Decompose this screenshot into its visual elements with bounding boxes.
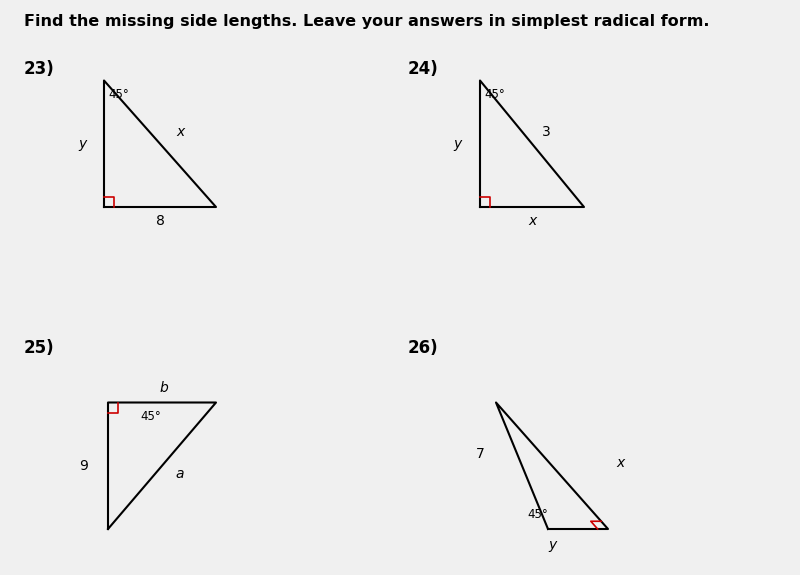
Text: 8: 8 (155, 214, 165, 228)
Text: b: b (160, 381, 168, 395)
Text: x: x (616, 456, 624, 470)
Text: a: a (176, 467, 184, 481)
Text: 9: 9 (79, 459, 89, 473)
Text: Find the missing side lengths. Leave your answers in simplest radical form.: Find the missing side lengths. Leave you… (24, 14, 710, 29)
Text: 3: 3 (542, 125, 550, 139)
Text: 45°: 45° (140, 411, 161, 423)
Text: x: x (528, 214, 536, 228)
Text: 45°: 45° (108, 89, 129, 101)
Text: 45°: 45° (527, 508, 548, 521)
Text: 25): 25) (24, 339, 54, 357)
Text: y: y (78, 137, 86, 151)
Text: 24): 24) (408, 60, 438, 78)
Text: x: x (176, 125, 184, 139)
Text: y: y (454, 137, 462, 151)
Text: 7: 7 (476, 447, 484, 461)
Text: y: y (548, 538, 556, 552)
Text: 23): 23) (24, 60, 54, 78)
Text: 45°: 45° (484, 89, 505, 101)
Text: 26): 26) (408, 339, 438, 357)
